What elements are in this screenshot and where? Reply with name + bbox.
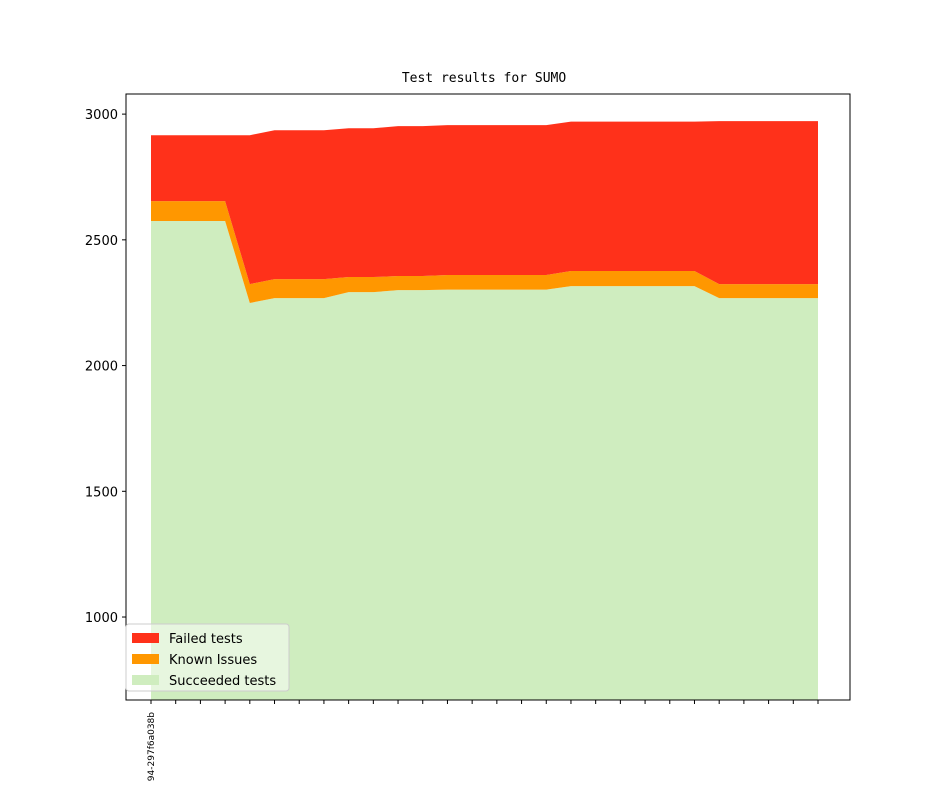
legend-box [125,623,290,692]
y-tick-label: 3000 [85,108,118,123]
legend-swatch [132,633,159,643]
legend-label: Failed tests [169,632,243,647]
y-tick-label: 2500 [85,234,118,249]
y-tick-label: 1000 [85,611,118,626]
y-tick-label: 2000 [85,360,118,375]
legend-swatch [132,675,159,685]
legend-label: Known Issues [169,653,257,668]
chart-title: Test results for SUMO [402,71,567,86]
plot-area [151,121,818,700]
area [151,220,818,700]
legend: Failed tests Known Issues Succeeded tests [125,623,290,692]
legend-swatch [132,654,159,664]
area [151,201,818,303]
legend-label: Succeeded tests [169,674,276,689]
y-tick-label: 1500 [85,485,118,500]
area [151,121,818,285]
plot-frame [125,93,851,701]
x-tick-label: 94-297f6a038b [147,712,157,781]
